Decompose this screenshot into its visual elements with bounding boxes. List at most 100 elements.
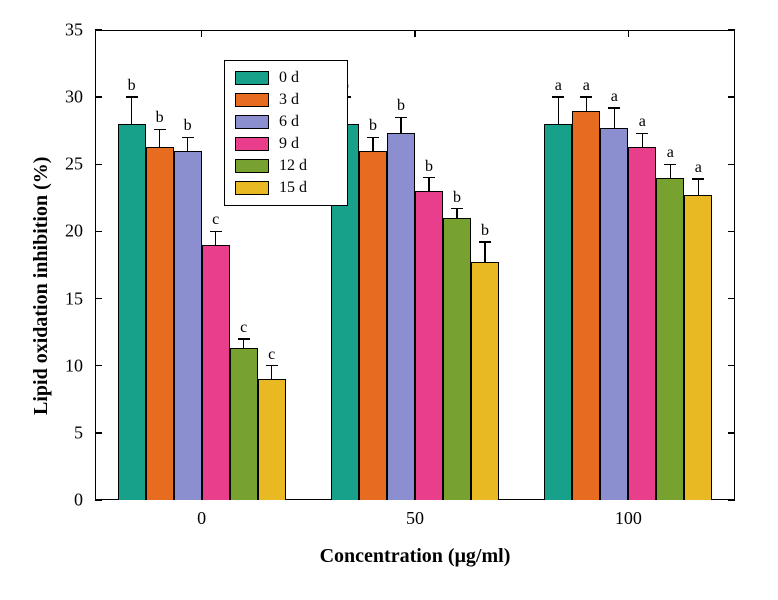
legend-label: 3 d (279, 91, 299, 109)
error-cap (182, 137, 194, 139)
error-bar (243, 339, 245, 348)
bar (230, 348, 258, 500)
error-cap (367, 137, 379, 139)
error-cap (238, 338, 250, 340)
legend-label: 15 d (279, 179, 307, 197)
bar-annotation: b (481, 222, 489, 240)
error-bar (187, 137, 189, 150)
legend-swatch (235, 93, 269, 107)
legend-swatch (235, 115, 269, 129)
error-cap (692, 178, 704, 180)
bar (628, 147, 656, 500)
bar-annotation: a (667, 144, 674, 162)
bar-annotation: b (369, 117, 377, 135)
error-cap (266, 365, 278, 367)
x-tick-label: 0 (197, 508, 206, 529)
x-tick (201, 30, 203, 37)
legend-item: 15 d (235, 177, 337, 199)
bar-annotation: c (212, 211, 219, 229)
error-cap (479, 241, 491, 243)
bar (544, 124, 572, 500)
legend-item: 6 d (235, 111, 337, 133)
y-tick (95, 164, 102, 166)
bar-annotation: b (425, 158, 433, 176)
error-bar (698, 179, 700, 195)
bar (443, 218, 471, 500)
y-tick (728, 499, 735, 501)
legend-label: 0 d (279, 69, 299, 87)
bar-annotation: b (128, 77, 136, 95)
bar-annotation: b (453, 189, 461, 207)
error-cap (636, 133, 648, 135)
error-bar (614, 108, 616, 128)
y-tick (728, 298, 735, 300)
x-tick-label: 100 (615, 508, 642, 529)
chart-container: 05101520253035Lipid oxidation inhibition… (0, 0, 778, 600)
error-cap (664, 164, 676, 166)
bar (600, 128, 628, 500)
error-cap (126, 96, 138, 98)
bar-annotation: a (695, 159, 702, 177)
bar (387, 133, 415, 500)
bar-annotation: a (611, 88, 618, 106)
legend: 0 d 3 d 6 d 9 d 12 d 15 d (224, 60, 348, 206)
error-bar (456, 209, 458, 218)
error-cap (552, 96, 564, 98)
bar-annotation: a (639, 113, 646, 131)
y-tick (95, 298, 102, 300)
error-cap (154, 129, 166, 131)
y-tick (95, 499, 102, 501)
legend-item: 9 d (235, 133, 337, 155)
error-bar (558, 97, 560, 124)
bar (258, 379, 286, 500)
x-tick-label: 50 (406, 508, 424, 529)
error-bar (642, 133, 644, 146)
error-cap (395, 117, 407, 119)
error-cap (210, 231, 222, 233)
bar (471, 262, 499, 500)
y-tick-label: 5 (0, 422, 83, 443)
y-tick (95, 29, 102, 31)
error-bar (400, 117, 402, 133)
legend-item: 0 d (235, 67, 337, 89)
y-axis-title: Lipid oxidation inhibition (%) (30, 30, 53, 415)
legend-label: 12 d (279, 157, 307, 175)
error-bar (271, 366, 273, 379)
bar-annotation: b (184, 117, 192, 135)
y-tick (728, 365, 735, 367)
error-cap (451, 208, 463, 210)
legend-item: 3 d (235, 89, 337, 111)
x-tick (628, 30, 630, 37)
error-cap (423, 177, 435, 179)
error-cap (580, 96, 592, 98)
error-bar (159, 129, 161, 146)
y-tick (728, 231, 735, 233)
y-tick-label: 0 (0, 490, 83, 511)
legend-label: 9 d (279, 135, 299, 153)
bar (684, 195, 712, 500)
y-tick (728, 96, 735, 98)
x-axis-title: Concentration (μg/ml) (95, 545, 735, 568)
y-tick (95, 432, 102, 434)
y-tick (95, 96, 102, 98)
y-tick (95, 231, 102, 233)
legend-swatch (235, 181, 269, 195)
legend-label: 6 d (279, 113, 299, 131)
y-tick (728, 29, 735, 31)
legend-swatch (235, 159, 269, 173)
legend-swatch (235, 137, 269, 151)
bar (202, 245, 230, 500)
error-bar (586, 97, 588, 110)
bar-annotation: b (397, 97, 405, 115)
bar (572, 111, 600, 500)
legend-item: 12 d (235, 155, 337, 177)
bar (359, 151, 387, 500)
bar-annotation: b (156, 109, 164, 127)
error-cap (608, 107, 620, 109)
error-bar (131, 97, 133, 124)
legend-swatch (235, 71, 269, 85)
bar-annotation: a (583, 77, 590, 95)
bar (146, 147, 174, 500)
error-bar (372, 137, 374, 150)
bar-annotation: c (240, 319, 247, 337)
